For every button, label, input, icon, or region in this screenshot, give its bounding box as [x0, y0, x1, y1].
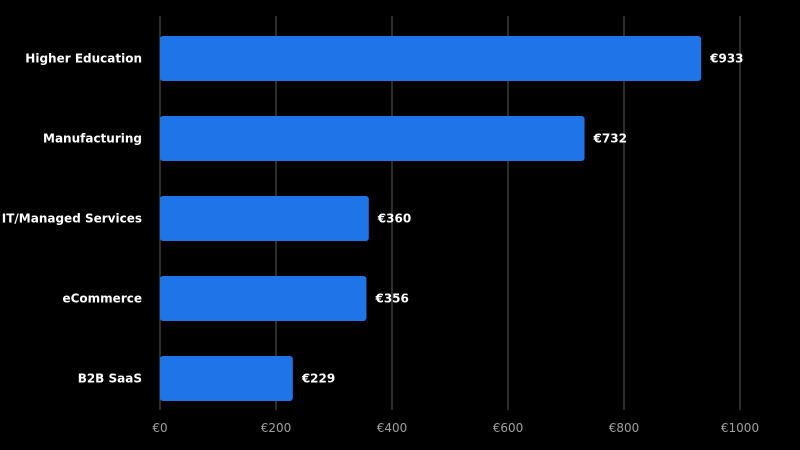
- x-tick-label: €800: [609, 421, 640, 435]
- value-label: €732: [593, 132, 627, 146]
- category-labels: Higher Education Manufacturing IT/Managed …: [2, 52, 142, 386]
- x-tick-label: €200: [261, 421, 292, 435]
- value-label: €360: [377, 212, 411, 226]
- category-label: eCommerce: [62, 292, 142, 306]
- x-axis-ticks: €0 €200 €400 €600 €800 €1000: [152, 421, 759, 435]
- value-label: €356: [374, 292, 408, 306]
- bars: [160, 36, 702, 401]
- value-labels: €933 €732 €360 €356 €229: [301, 52, 744, 386]
- x-tick-label: €400: [377, 421, 408, 435]
- x-tick-label: €1000: [721, 421, 759, 435]
- category-label: Higher Education: [25, 52, 142, 66]
- category-label: Manufacturing: [43, 132, 142, 146]
- bar: [160, 356, 293, 401]
- value-label: €229: [301, 372, 335, 386]
- x-tick-label: €600: [493, 421, 524, 435]
- bar: [160, 116, 585, 161]
- category-label: B2B SaaS: [78, 372, 142, 386]
- gridlines: [159, 16, 741, 410]
- category-label: IT/Managed Services: [2, 212, 142, 226]
- bar: [160, 36, 702, 81]
- x-tick-label: €0: [152, 421, 167, 435]
- bar: [160, 276, 367, 321]
- bar: [160, 196, 369, 241]
- value-label: €933: [709, 52, 743, 66]
